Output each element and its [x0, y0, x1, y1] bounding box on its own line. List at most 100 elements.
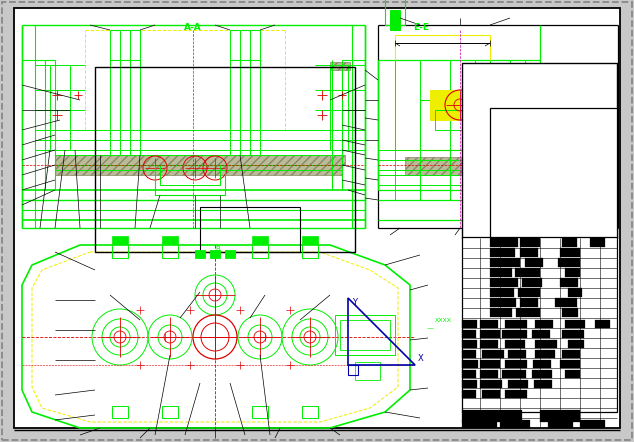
- Bar: [533, 360, 551, 368]
- Bar: [462, 330, 476, 338]
- Bar: [200, 207, 300, 252]
- Text: Y: Y: [352, 298, 357, 307]
- Bar: [385, 0, 405, 25]
- Bar: [595, 320, 610, 328]
- Bar: [558, 258, 580, 267]
- Bar: [505, 390, 527, 398]
- Bar: [430, 90, 490, 120]
- Bar: [490, 248, 515, 257]
- Bar: [462, 63, 617, 238]
- Bar: [112, 244, 128, 258]
- Bar: [490, 288, 514, 297]
- Bar: [535, 340, 557, 348]
- Bar: [462, 320, 477, 328]
- Bar: [462, 410, 522, 422]
- Bar: [490, 258, 520, 267]
- Bar: [462, 390, 476, 398]
- Bar: [535, 320, 553, 328]
- Bar: [548, 420, 573, 428]
- Bar: [480, 340, 498, 348]
- Bar: [516, 308, 540, 317]
- Bar: [502, 370, 526, 378]
- Bar: [535, 350, 555, 358]
- Bar: [162, 236, 178, 244]
- Bar: [505, 320, 527, 328]
- Bar: [525, 258, 543, 267]
- Bar: [562, 350, 580, 358]
- Bar: [518, 288, 540, 297]
- Bar: [508, 350, 526, 358]
- Bar: [252, 244, 268, 258]
- Bar: [480, 330, 500, 338]
- Text: B: B: [215, 246, 220, 252]
- Bar: [508, 380, 528, 388]
- Bar: [55, 155, 342, 175]
- Bar: [162, 406, 178, 418]
- Bar: [532, 330, 550, 338]
- Bar: [502, 330, 527, 338]
- Bar: [565, 320, 585, 328]
- Bar: [420, 100, 500, 150]
- Bar: [565, 268, 580, 277]
- Bar: [462, 237, 617, 412]
- Bar: [490, 268, 512, 277]
- Text: A-A: A-A: [184, 23, 202, 32]
- Text: X: X: [418, 354, 424, 363]
- Bar: [515, 268, 540, 277]
- Bar: [162, 244, 178, 258]
- Bar: [462, 370, 476, 378]
- Bar: [560, 278, 578, 287]
- Bar: [580, 420, 605, 428]
- Bar: [112, 236, 128, 244]
- Bar: [225, 250, 235, 258]
- Bar: [490, 238, 518, 247]
- Bar: [490, 298, 516, 307]
- Bar: [335, 315, 395, 355]
- Bar: [490, 108, 617, 238]
- Bar: [482, 350, 504, 358]
- Bar: [540, 410, 580, 422]
- Bar: [252, 406, 268, 418]
- Bar: [590, 238, 605, 247]
- Bar: [462, 350, 476, 358]
- Bar: [330, 62, 350, 70]
- Bar: [522, 278, 542, 287]
- Bar: [195, 250, 205, 258]
- Bar: [112, 406, 128, 418]
- Bar: [302, 236, 318, 244]
- Bar: [390, 10, 400, 30]
- Bar: [520, 298, 538, 307]
- Bar: [155, 165, 225, 195]
- Bar: [534, 380, 552, 388]
- Bar: [482, 390, 500, 398]
- Bar: [500, 420, 530, 428]
- Bar: [252, 236, 268, 244]
- Bar: [480, 370, 498, 378]
- Bar: [340, 320, 390, 350]
- Bar: [490, 308, 512, 317]
- Bar: [462, 380, 477, 388]
- Bar: [490, 278, 518, 287]
- Text: —: —: [427, 325, 434, 331]
- Bar: [95, 67, 355, 252]
- Bar: [480, 320, 498, 328]
- Bar: [462, 420, 497, 428]
- Bar: [210, 250, 220, 258]
- Bar: [520, 248, 538, 257]
- Bar: [560, 360, 580, 368]
- Bar: [562, 238, 577, 247]
- Bar: [355, 362, 380, 380]
- Bar: [302, 406, 318, 418]
- Bar: [480, 360, 500, 368]
- Bar: [405, 157, 525, 175]
- Bar: [565, 370, 580, 378]
- Bar: [505, 340, 525, 348]
- Text: XXXX: XXXX: [435, 317, 452, 323]
- Bar: [532, 370, 552, 378]
- Bar: [562, 308, 578, 317]
- Bar: [505, 360, 527, 368]
- Bar: [462, 340, 477, 348]
- Bar: [568, 288, 582, 297]
- Bar: [520, 238, 540, 247]
- Bar: [462, 360, 478, 368]
